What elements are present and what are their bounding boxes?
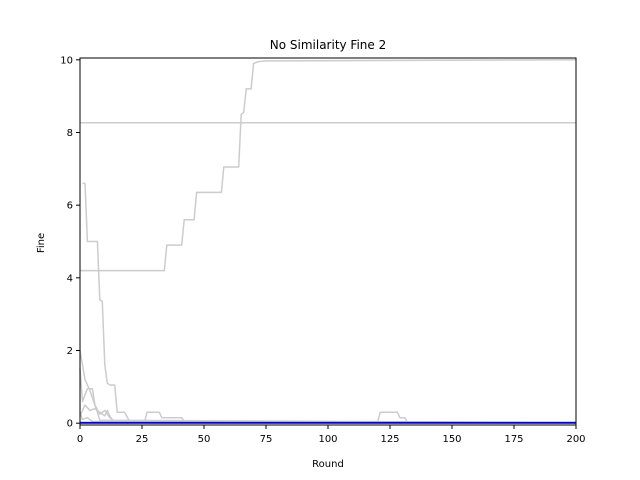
x-tick-label: 150 — [442, 434, 461, 445]
y-tick-label: 0 — [67, 419, 73, 430]
chart-title: No Similarity Fine 2 — [270, 38, 386, 52]
x-tick-label: 125 — [380, 434, 399, 445]
y-tick-label: 4 — [67, 273, 73, 284]
y-tick-label: 8 — [67, 128, 73, 139]
y-tick-label: 10 — [60, 55, 73, 66]
x-tick-label: 175 — [504, 434, 523, 445]
y-axis-label: Fine — [36, 233, 47, 253]
series-line-8 — [80, 411, 576, 424]
series-line-6 — [79, 404, 576, 424]
axes: 0 25 50 75 100 125 150 175 200 0 2 4 6 8 10 — [60, 55, 585, 445]
x-tick-label: 100 — [318, 434, 337, 445]
x-tick-label: 200 — [566, 434, 585, 445]
series-line-2 — [80, 59, 577, 272]
x-axis-label: Round — [312, 459, 344, 470]
plot-lines — [79, 59, 577, 424]
x-tick-label: 0 — [77, 434, 83, 445]
y-tick-label: 2 — [67, 346, 73, 357]
x-tick-label: 25 — [136, 434, 149, 445]
x-tick-label: 75 — [260, 434, 273, 445]
series-line-5 — [79, 368, 577, 424]
x-tick-label: 50 — [198, 434, 211, 445]
series-line-3 — [82, 182, 576, 424]
series-line-4 — [79, 350, 577, 424]
y-tick-label: 6 — [67, 201, 73, 212]
plot-frame — [79, 57, 577, 426]
